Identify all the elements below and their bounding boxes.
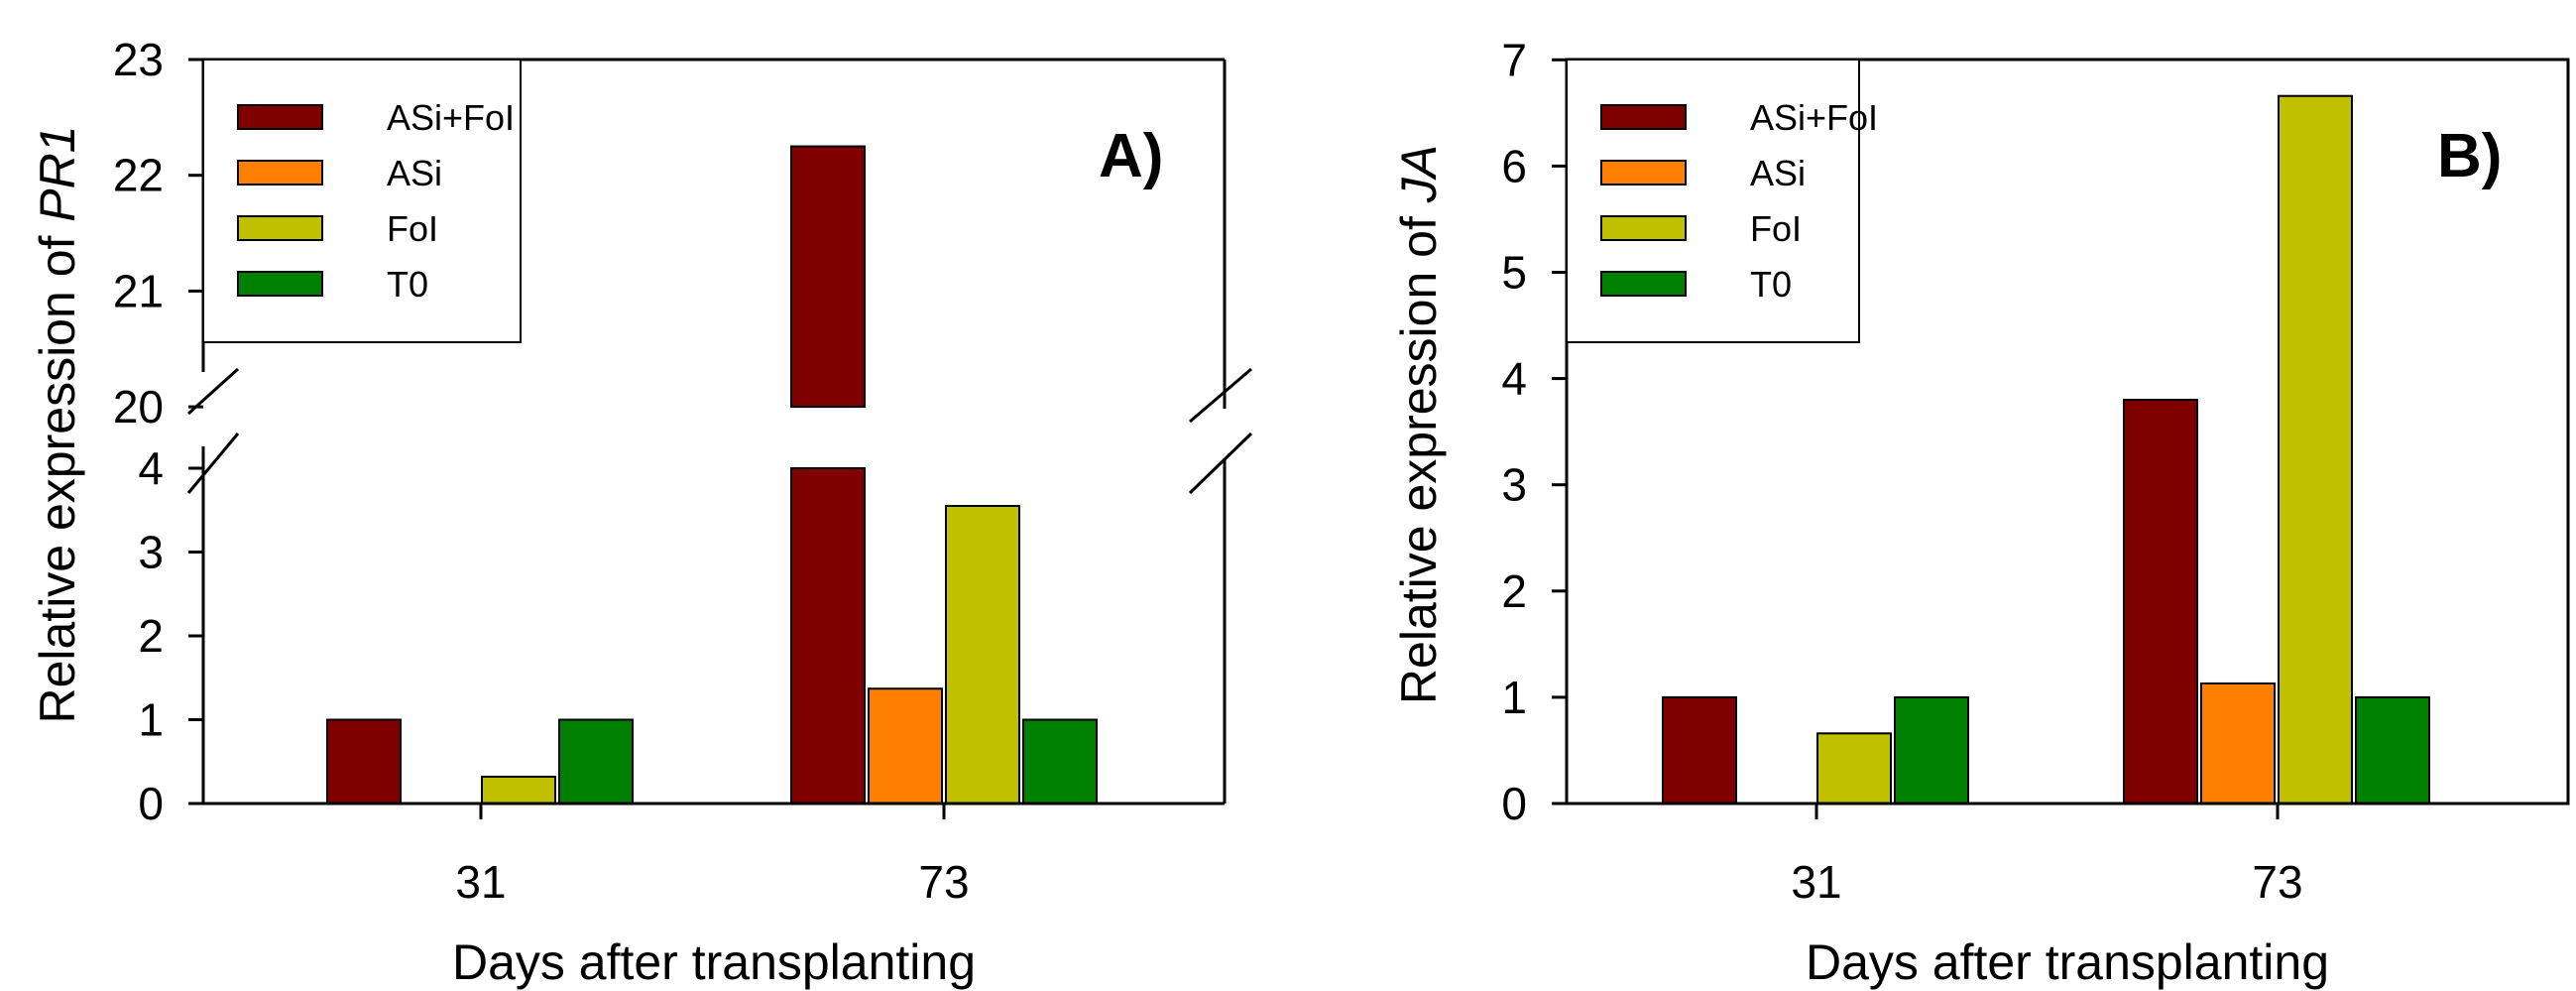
panel-b-ylabel-prefix: Relative expression of — [1391, 202, 1447, 704]
panel-b-legend-swatch-foi — [1600, 215, 1687, 241]
panel-b-legend-swatch-asi — [1600, 160, 1687, 186]
panel-a-ylabel-prefix: Relative expression of — [30, 222, 85, 724]
panel-b-ylabel: Relative expression of JA — [1391, 145, 1447, 704]
panel-a-legend-label-asi-foi: ASi+FoI — [387, 97, 515, 138]
bar-b-asi-73 — [2200, 681, 2276, 805]
panel-a-break-mark-right-lower — [1188, 432, 1253, 495]
panel-a-legend: ASi+FoI ASi FoI T0 — [202, 59, 522, 343]
bar-a-asi-foi-31 — [326, 718, 402, 805]
panel-b-xtick-label-31: 31 — [1791, 856, 1841, 908]
panel-a-ytick-label-20: 20 — [113, 381, 164, 433]
panel-a-xlabel: Days after transplanting — [452, 934, 976, 990]
bar-b-asi-foi-31 — [1662, 695, 1737, 805]
panel-a-ytick-label-21: 21 — [113, 265, 164, 316]
panel-a-legend-label-asi: ASi — [387, 153, 442, 193]
panel-b-bars — [1662, 94, 2430, 805]
panel-a-break-mark-left-lower — [186, 433, 240, 494]
bar-b-asi-foi-73 — [2123, 399, 2198, 805]
panel-a-ytick-label-2: 2 — [138, 610, 164, 662]
bar-b-foi-73 — [2278, 94, 2353, 805]
bar-a-asi-73 — [868, 687, 943, 805]
panel-a-legend-swatch-asi-foi — [237, 104, 323, 130]
panel-b-legend-swatch-asi-foi — [1600, 104, 1687, 130]
panel-b-legend-swatch-t0 — [1600, 271, 1687, 297]
panel-a-label: A) — [1099, 122, 1163, 190]
bar-a-foi-31 — [481, 775, 556, 805]
panel-a-legend-label-t0: T0 — [387, 264, 428, 305]
panel-a-legend-swatch-asi — [237, 160, 323, 186]
panel-b-xtick-label-73: 73 — [2252, 856, 2302, 908]
panel-b-ticks: 0 1 2 3 4 5 6 7 31 73 — [1501, 34, 2302, 908]
panel-b-frame — [1565, 58, 2570, 805]
panel-a-legend-swatch-foi — [237, 215, 323, 241]
panel-b-ytick-label-7: 7 — [1501, 34, 1527, 85]
panel-b-legend-label-asi: ASi — [1750, 153, 1806, 193]
panel-b-legend-label-t0: T0 — [1750, 264, 1792, 305]
panel-b: 0 1 2 3 4 5 6 7 31 73 ASi+FoI ASi FoI T0 B) Days aft… — [1391, 34, 2570, 990]
panel-b-ytick-label-6: 6 — [1501, 140, 1527, 191]
panel-b-ytick-label-1: 1 — [1501, 672, 1527, 723]
panel-a-ylabel: Relative expression of PR1 — [30, 125, 85, 723]
panel-b-ylabel-gene: JA — [1391, 145, 1447, 203]
panel-b-ytick-label-2: 2 — [1501, 565, 1527, 617]
bar-a-foi-73 — [945, 505, 1020, 805]
panel-b-ytick-label-0: 0 — [1501, 778, 1527, 829]
panel-a-ytick-label-23: 23 — [113, 34, 164, 85]
panel-a-break-mark-right-upper — [1189, 367, 1252, 424]
bar-b-t0-73 — [2355, 695, 2430, 805]
bar-a-t0-73 — [1022, 718, 1098, 805]
panel-a-ytick-label-4: 4 — [138, 442, 164, 494]
panel-a-ytick-label-1: 1 — [138, 694, 164, 746]
panel-a-legend-label-foi: FoI — [387, 208, 438, 249]
panel-a-ytick-label-0: 0 — [138, 778, 164, 829]
panel-b-label: B) — [2437, 122, 2502, 190]
panel-b-xlabel: Days after transplanting — [1806, 934, 2329, 990]
panel-b-ytick-label-4: 4 — [1501, 353, 1527, 405]
panel-b-ytick-label-3: 3 — [1501, 459, 1527, 511]
bar-a-asi-foi-73-upper — [790, 145, 866, 409]
panel-a-ylabel-gene: PR1 — [30, 125, 85, 221]
panel-b-legend: ASi+FoI ASi FoI T0 — [1566, 59, 1878, 343]
panel-a-xtick-label-31: 31 — [455, 856, 506, 908]
panel-b-ytick-label-5: 5 — [1501, 247, 1527, 299]
panel-b-legend-label-asi-foi: ASi+FoI — [1750, 97, 1878, 138]
panel-b-legend-label-foi: FoI — [1750, 208, 1802, 249]
panel-a-bars — [326, 145, 1098, 805]
bar-b-t0-31 — [1894, 695, 1969, 805]
bar-a-asi-foi-73-lower — [790, 467, 866, 805]
panel-a-xtick-label-73: 73 — [918, 856, 969, 908]
panel-a-legend-swatch-t0 — [237, 271, 323, 297]
bar-a-t0-31 — [558, 718, 634, 805]
bar-b-foi-31 — [1816, 732, 1892, 805]
panel-a-ytick-label-22: 22 — [113, 150, 164, 201]
panel-a-ytick-label-3: 3 — [138, 527, 164, 578]
